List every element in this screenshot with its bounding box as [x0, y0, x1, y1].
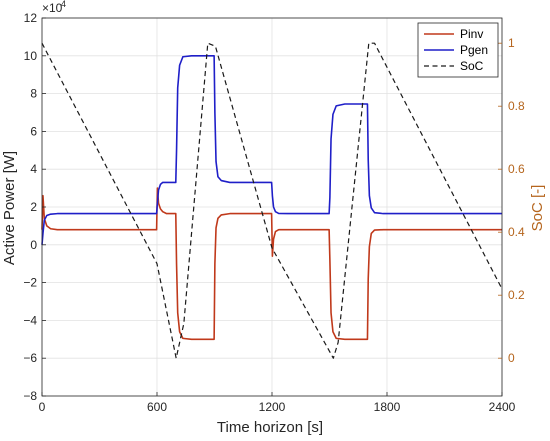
x-tick-label: 2400 — [489, 400, 516, 414]
series-line-pinv — [41, 187, 502, 341]
x-tick-label: 1800 — [374, 400, 401, 414]
y-left-tick-label: −6 — [23, 351, 37, 365]
y-right-tick-label: 0.8 — [508, 99, 525, 113]
y-left-axis-title: Active Power [W] — [1, 151, 18, 265]
y-right-tick-label: 0.2 — [508, 288, 525, 302]
legend-label-pgen: Pgen — [460, 43, 488, 57]
y-left-tick-label: 0 — [30, 238, 37, 252]
y-right-tick-label: 1 — [508, 36, 515, 50]
ticks: 0 600 1200 1800 2400 −8 −6 −4 −2 0 2 4 6 8 10 12 0 0.2 0.4… — [23, 11, 525, 414]
y-left-tick-label: 12 — [24, 11, 38, 25]
y-right-tick-label: 0.6 — [508, 162, 525, 176]
y-right-tick-label: 0.4 — [508, 225, 525, 239]
y-left-exponent-base: ×10 — [42, 1, 63, 15]
y-left-tick-label: 10 — [24, 49, 38, 63]
series-line-soc — [41, 42, 503, 359]
y-left-tick-label: 8 — [30, 87, 37, 101]
legend-label-pinv: Pinv — [460, 27, 483, 41]
legend-label-soc: SoC — [460, 59, 484, 73]
y-right-tick-label: 0 — [508, 351, 515, 365]
y-left-tick-label: −2 — [23, 276, 37, 290]
x-tick-label: 0 — [39, 400, 46, 414]
x-tick-label: 1200 — [259, 400, 286, 414]
series-layer — [41, 42, 503, 359]
y-left-tick-label: −8 — [23, 389, 37, 403]
y-left-tick-label: 2 — [30, 200, 37, 214]
series-line-pgen — [41, 54, 502, 245]
y-left-exponent-power: 4 — [61, 0, 66, 9]
legend: Pinv Pgen SoC — [417, 22, 499, 78]
y-left-tick-label: 4 — [30, 162, 37, 176]
y-left-tick-label: −4 — [23, 313, 37, 327]
y-right-axis-title: SoC [-] — [529, 185, 546, 232]
y-left-tick-label: 6 — [30, 124, 37, 138]
x-axis-title: Time horizon [s] — [217, 419, 323, 436]
x-tick-label: 600 — [147, 400, 167, 414]
